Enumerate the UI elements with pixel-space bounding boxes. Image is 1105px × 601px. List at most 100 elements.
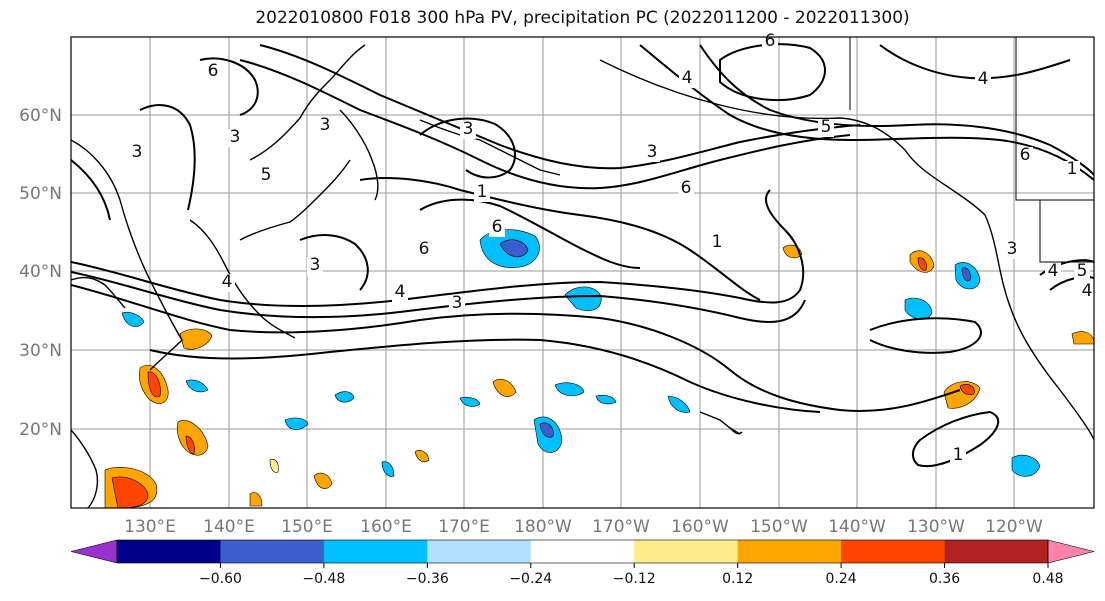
contour-label-bg: [1045, 263, 1061, 281]
pv-contours: [71, 43, 1094, 468]
contour-label: 5: [821, 117, 832, 137]
colorbar-extend-high: [1047, 539, 1095, 564]
lon-label: 150°W: [750, 517, 808, 537]
contour-label-bg: [449, 295, 465, 313]
contour-label: 6: [419, 239, 430, 259]
contour-label-bg: [1074, 263, 1090, 281]
lon-label: 120°W: [985, 517, 1043, 537]
colorbar-tick-label: 0.12: [722, 571, 753, 587]
precipitation-shading: [104, 229, 1094, 508]
contour-label: 4: [1048, 261, 1059, 281]
contour-label-bg: [818, 119, 834, 137]
contour-label: 3: [132, 142, 143, 162]
lat-label: 40°N: [19, 262, 62, 282]
contour-label: 5: [261, 165, 272, 185]
lon-label: 140°E: [203, 517, 255, 537]
contour-label-bg: [307, 257, 323, 275]
contour-label: 3: [310, 255, 321, 275]
contour-label: 4: [682, 68, 693, 88]
contour-label: 5: [1077, 261, 1088, 281]
lon-label: 140°W: [828, 517, 886, 537]
contour-label-bg: [460, 121, 476, 139]
contour-label-bg: [644, 144, 660, 162]
lon-label: 170°E: [438, 517, 490, 537]
contour-label-bg: [474, 184, 490, 202]
contour-label-bg: [1004, 241, 1020, 259]
colorbar-tick-label: 0.48: [1032, 571, 1063, 587]
contour-label: 3: [1007, 239, 1018, 259]
contour-label: 4: [1082, 281, 1093, 301]
contour-label-bg: [975, 71, 991, 89]
colorbar: −0.60 −0.48 −0.36 −0.24 −0.12 0.12 0.24 0.36 0.4…: [70, 539, 1095, 587]
contour-label: 1: [1067, 159, 1078, 179]
contour-label-bg: [129, 144, 145, 162]
colorbar-swatch: [323, 540, 428, 563]
map-frame: [70, 36, 1095, 509]
colorbar-swatch: [427, 540, 532, 563]
contour-label-bg: [1064, 161, 1080, 179]
contour-label-bg: [709, 234, 725, 252]
lon-label: 130°E: [124, 517, 176, 537]
contour-label: 4: [395, 282, 406, 302]
contour-label: 3: [230, 127, 241, 147]
colorbar-tick-label: −0.48: [302, 571, 345, 587]
colorbar-tick-label: −0.24: [509, 571, 552, 587]
colorbar-tick-label: −0.36: [406, 571, 449, 587]
longitude-labels: 130°E 140°E 150°E 160°E 170°E 180°W 170°…: [124, 517, 1043, 537]
contour-label: 1: [712, 232, 723, 252]
contour-label-bg: [317, 117, 333, 135]
lon-label: 160°E: [360, 517, 412, 537]
contour-label: 6: [208, 61, 219, 81]
colorbar-tick-label: −0.60: [199, 571, 242, 587]
colorbar-swatch: [117, 540, 221, 563]
contour-label-bg: [950, 447, 966, 465]
contour-label: 3: [647, 142, 658, 162]
contour-label-bg: [219, 274, 235, 292]
contour-label: 1: [953, 445, 964, 465]
contour-label-bg: [1079, 283, 1095, 301]
lon-label: 150°E: [281, 517, 333, 537]
lat-label: 20°N: [19, 420, 62, 440]
lon-label: 180°W: [514, 517, 572, 537]
colorbar-swatch: [220, 540, 325, 563]
contour-label: 6: [1020, 145, 1031, 165]
contour-label: 6: [681, 178, 692, 198]
contour-label: 1: [477, 182, 488, 202]
coastlines: [71, 44, 1094, 508]
contour-label: 6: [492, 217, 503, 237]
colorbar-extend-low: [70, 539, 118, 564]
colorbar-swatch: [944, 540, 1049, 563]
colorbar-swatch: [530, 540, 635, 563]
contour-label: 4: [222, 272, 233, 292]
contour-label: 3: [463, 119, 474, 139]
map-title: 2022010800 F018 300 hPa PV, precipitatio…: [255, 8, 910, 28]
contour-label-bg: [258, 167, 274, 185]
latitude-labels: 60°N 50°N 40°N 30°N 20°N: [19, 106, 62, 440]
lon-label: 170°W: [592, 517, 650, 537]
colorbar-tick-label: 0.24: [826, 571, 857, 587]
borders: [849, 37, 1094, 263]
lat-label: 30°N: [19, 341, 62, 361]
contour-label-bg: [1017, 147, 1033, 165]
lat-label: 50°N: [19, 184, 62, 204]
colorbar-tick-label: 0.36: [929, 571, 960, 587]
lon-label: 160°W: [671, 517, 729, 537]
colorbar-swatch: [634, 540, 739, 563]
contour-label-bg: [489, 219, 505, 237]
contour-label-bg: [678, 180, 694, 198]
contour-label-bg: [679, 70, 695, 88]
colorbar-tick-label: −0.12: [613, 571, 656, 587]
contour-label: 6: [765, 31, 776, 51]
lat-label: 60°N: [19, 106, 62, 126]
contour-label-bg: [227, 129, 243, 147]
colorbar-swatch: [737, 540, 842, 563]
contour-label-bg: [205, 63, 221, 81]
contour-label: 3: [452, 293, 463, 313]
lon-label: 130°W: [907, 517, 965, 537]
contour-label-bg: [416, 241, 432, 259]
contour-label: 4: [978, 69, 989, 89]
contour-label: 3: [320, 115, 331, 135]
colorbar-swatch: [841, 540, 946, 563]
